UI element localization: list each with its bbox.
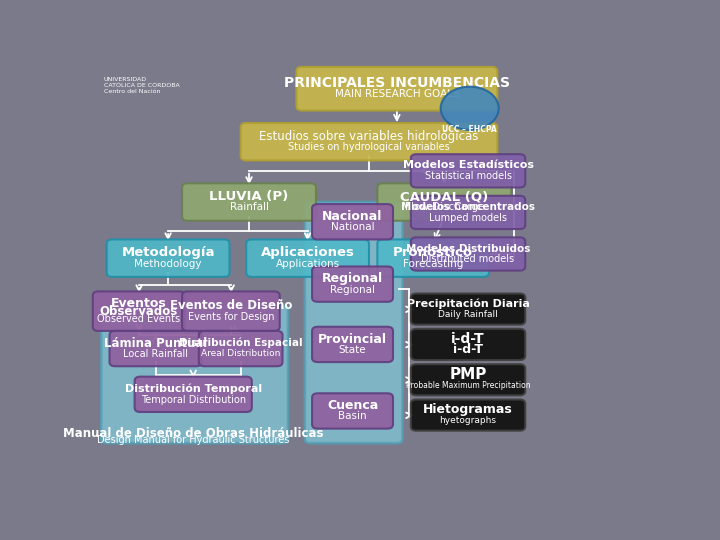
Text: Manual de Diseño de Obras Hidráulicas: Manual de Diseño de Obras Hidráulicas	[63, 427, 323, 440]
FancyBboxPatch shape	[411, 329, 526, 360]
Text: Provincial: Provincial	[318, 333, 387, 346]
Text: Cuenca: Cuenca	[327, 399, 378, 412]
FancyBboxPatch shape	[107, 239, 230, 277]
Text: Distribución Temporal: Distribución Temporal	[125, 383, 262, 394]
Text: Pronóstico: Pronóstico	[393, 246, 473, 259]
Text: PRINCIPALES INCUMBENCIAS: PRINCIPALES INCUMBENCIAS	[284, 76, 510, 90]
Text: Modelos Estadísticos: Modelos Estadísticos	[402, 160, 534, 171]
FancyBboxPatch shape	[312, 204, 393, 239]
Text: i-d-T: i-d-T	[451, 332, 485, 346]
FancyBboxPatch shape	[411, 294, 526, 325]
Text: State: State	[338, 345, 366, 355]
FancyBboxPatch shape	[411, 196, 526, 229]
Text: Nacional: Nacional	[323, 210, 383, 223]
Text: Precipitación Diaria: Precipitación Diaria	[407, 299, 529, 309]
Text: Events for Design: Events for Design	[188, 312, 274, 321]
FancyBboxPatch shape	[305, 202, 402, 443]
Text: Aplicaciones: Aplicaciones	[261, 246, 354, 259]
FancyBboxPatch shape	[411, 238, 526, 271]
Text: Eventos: Eventos	[111, 297, 167, 310]
Text: UNIVERSIDAD
CATÓLICA DE CÓRDOBA
Centro del Nación: UNIVERSIDAD CATÓLICA DE CÓRDOBA Centro d…	[104, 77, 180, 94]
FancyBboxPatch shape	[377, 239, 489, 277]
FancyBboxPatch shape	[240, 123, 498, 160]
Text: Forecasting: Forecasting	[403, 259, 464, 268]
Text: Modelos Concentrados: Modelos Concentrados	[401, 202, 535, 212]
Text: CAUDAL (Q): CAUDAL (Q)	[400, 190, 488, 203]
Text: Regional: Regional	[330, 285, 375, 294]
Text: Local Rainfall: Local Rainfall	[123, 349, 188, 359]
Text: Estudios sobre variables hidrológicas: Estudios sobre variables hidrológicas	[259, 130, 479, 143]
Text: Areal Distribution: Areal Distribution	[201, 349, 280, 359]
FancyBboxPatch shape	[109, 331, 202, 366]
Text: Design Manual for Hydraulic Structures: Design Manual for Hydraulic Structures	[97, 435, 289, 445]
FancyBboxPatch shape	[312, 266, 393, 302]
Text: Basin: Basin	[338, 411, 367, 421]
Text: Lámina Puntual: Lámina Puntual	[104, 336, 207, 350]
Text: LLUVIA (P): LLUVIA (P)	[210, 190, 289, 203]
FancyBboxPatch shape	[297, 67, 498, 111]
Text: i-d-T: i-d-T	[453, 343, 483, 356]
Text: Rainfall: Rainfall	[230, 202, 269, 212]
Text: Daily Rainfall: Daily Rainfall	[438, 310, 498, 319]
Text: Modelos Distribuidos: Modelos Distribuidos	[406, 244, 530, 254]
Text: Observed Events: Observed Events	[97, 314, 181, 323]
Text: Flow Discharge: Flow Discharge	[405, 202, 484, 212]
FancyBboxPatch shape	[312, 327, 393, 362]
Text: Metodología: Metodología	[122, 246, 215, 259]
FancyBboxPatch shape	[182, 183, 316, 221]
Text: Temporal Distribution: Temporal Distribution	[140, 395, 246, 404]
Text: UCC – EHCPA: UCC – EHCPA	[442, 125, 497, 134]
FancyBboxPatch shape	[101, 306, 288, 443]
Circle shape	[441, 87, 499, 130]
FancyBboxPatch shape	[411, 364, 526, 395]
Text: Regional: Regional	[322, 272, 383, 285]
Text: Eventos de Diseño: Eventos de Diseño	[170, 299, 292, 312]
FancyBboxPatch shape	[93, 292, 185, 331]
FancyBboxPatch shape	[182, 292, 279, 331]
Text: hyetographs: hyetographs	[439, 416, 497, 425]
Text: MAIN RESEARCH GOALS: MAIN RESEARCH GOALS	[335, 89, 459, 99]
FancyBboxPatch shape	[411, 400, 526, 431]
FancyBboxPatch shape	[135, 377, 252, 412]
Text: Applications: Applications	[276, 259, 340, 268]
FancyBboxPatch shape	[246, 239, 369, 277]
Text: Hietogramas: Hietogramas	[423, 403, 513, 416]
Text: Methodology: Methodology	[135, 259, 202, 268]
Text: Observados: Observados	[99, 305, 178, 318]
FancyBboxPatch shape	[377, 183, 511, 221]
Text: Lumped models: Lumped models	[429, 213, 507, 223]
Text: Distributed models: Distributed models	[421, 254, 515, 265]
Text: Probable Maximum Precipitation: Probable Maximum Precipitation	[406, 381, 531, 390]
FancyBboxPatch shape	[312, 393, 393, 429]
Text: National: National	[330, 222, 374, 232]
Text: PMP: PMP	[449, 367, 487, 382]
FancyBboxPatch shape	[199, 331, 282, 366]
Text: Studies on hydrological variables: Studies on hydrological variables	[288, 142, 450, 152]
Text: Distribución Espacial: Distribución Espacial	[179, 338, 302, 348]
Text: Statistical models: Statistical models	[425, 171, 511, 181]
FancyBboxPatch shape	[411, 154, 526, 187]
